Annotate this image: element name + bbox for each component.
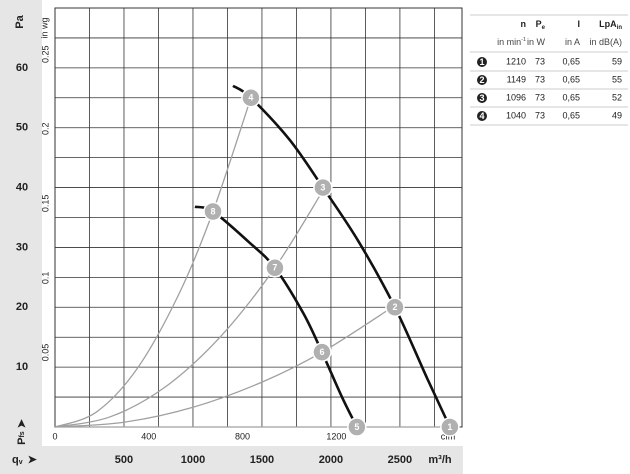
y2-tick-label: 0.1 [40,272,50,285]
curve [54,304,396,428]
operating-point [385,297,405,318]
row-icon [477,75,487,85]
table-cell: 73 [535,74,545,84]
table-cell: 59 [612,56,622,66]
unit-main: in min [497,37,521,47]
row-icon [477,111,487,121]
table-cell: 73 [535,92,545,102]
header-sub: in [617,25,623,31]
point-label: 7 [272,263,277,273]
unit-main: in dB(A) [589,37,622,47]
y-label: Pa [14,14,26,28]
table-cell: 1210 [506,56,526,66]
point-label: 3 [320,182,325,192]
x-tick-label: 1000 [181,454,205,466]
table-cell: 52 [612,92,622,102]
unit-main: in W [527,37,546,47]
x-tick-label: 2000 [319,454,343,466]
point-label: 4 [248,93,253,103]
operating-point [347,417,367,437]
y2-tick-label: 0.15 [40,195,50,213]
y-tick-label: 20 [16,301,28,313]
y-tick-label: 30 [16,241,28,253]
x-tick-label: 2500 [388,454,412,466]
curve [54,97,252,428]
operating-point [265,258,285,278]
table-cell: 1096 [506,92,526,102]
row-icon [477,57,487,67]
y2-label: in wg [39,17,49,38]
y2-tick-label: 0.25 [40,45,50,63]
table-cell: 55 [612,74,622,84]
x-symbol: qv ➤ [12,454,38,466]
table-cell: 73 [535,56,545,66]
y-tick-label: 10 [16,361,28,373]
operating-point [241,88,261,108]
operating-point [440,417,460,437]
x2-tick-label: 0 [52,431,57,441]
table-cell: 1040 [506,110,526,120]
table-cell: 0,65 [562,56,580,66]
header-sub: e [542,25,546,31]
header-main: n [521,19,527,29]
arrow: ➤ [28,454,38,466]
symbol-sub: fs [19,431,26,437]
table-cell: 1149 [507,74,526,84]
row-icon [477,93,487,103]
header-main: P [536,19,542,29]
y-symbol: Pfs ➤ [16,418,28,445]
unit-main: in A [565,37,580,47]
unit-sup: -1 [521,37,526,43]
row-id: 1 [479,57,484,67]
symbol-main: q [12,454,19,466]
table-unit: in A [565,37,580,47]
x2-tick-label: 400 [141,431,156,441]
point-label: 2 [392,302,397,312]
point-label: 6 [319,347,324,357]
bottom-band [0,446,463,474]
y-tick-label: 50 [16,122,28,134]
table-cell: 0,65 [562,92,580,102]
y-tick-label: 40 [16,181,28,193]
symbol-sub: v [19,459,23,466]
curve [54,190,324,428]
x2-tick-label: 800 [235,431,250,441]
table-header: Pe [536,19,546,30]
table-cell: 73 [535,110,545,120]
table-cell: 0,65 [562,110,580,120]
x2-tick-label: 1200 [326,431,346,441]
header-main: LpA [599,19,617,29]
arrow: ➤ [16,418,28,428]
table-header: LpAin [599,19,622,30]
x-label: m³/h [428,454,452,466]
x-tick-label: 500 [115,454,133,466]
operating-point [313,177,333,198]
table-unit: in dB(A) [589,37,622,47]
table-cell: 0,65 [562,74,580,84]
table-cell: 49 [612,110,622,120]
y2-tick-label: 0.2 [40,123,50,136]
table-header: I [577,19,580,29]
operating-point [312,342,332,362]
point-label: 8 [210,206,215,216]
symbol-main: P [16,438,28,445]
x-tick-label: 1500 [250,454,274,466]
header-main: I [577,19,580,29]
table-unit: in W [527,37,546,47]
point-label: 1 [447,422,452,432]
point-label: 5 [354,422,359,432]
table-unit: in min-1 [497,37,526,47]
row-id: 2 [479,75,484,85]
table-header: n [521,19,527,29]
y-tick-label: 60 [16,62,28,74]
row-id: 4 [479,111,484,121]
row-id: 3 [479,93,484,103]
left-band [0,0,42,474]
y2-tick-label: 0.05 [40,344,50,362]
operating-point [203,201,223,222]
